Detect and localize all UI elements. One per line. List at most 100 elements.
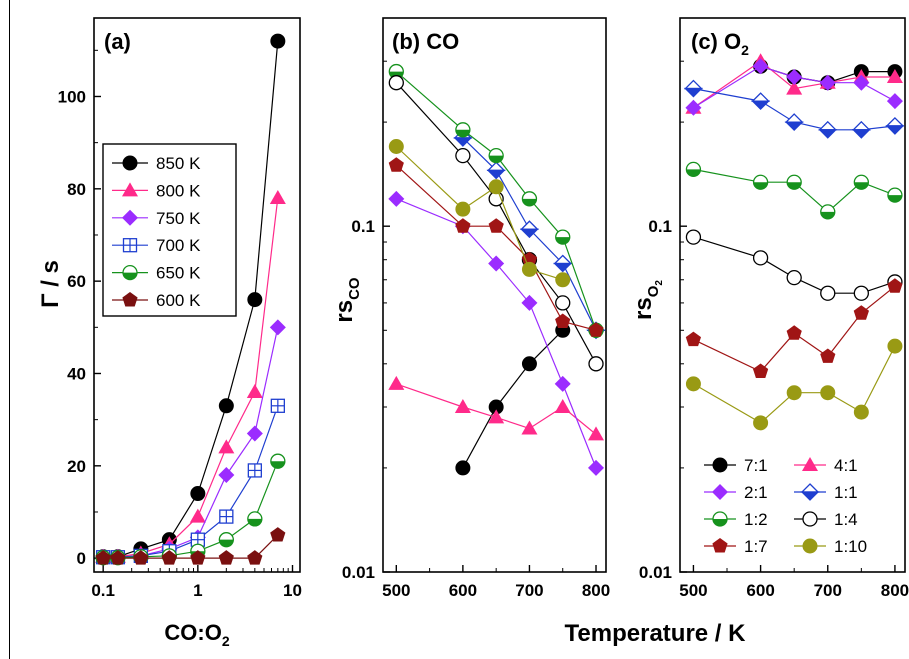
panel-b: 500 600 700 800 0.01 0.1 — [342, 17, 610, 600]
legend-entry-marker-fill — [123, 272, 138, 280]
legend-entry: 650 K — [112, 264, 201, 283]
legend-entry-label: 1:10 — [834, 537, 867, 556]
panel-c-point — [784, 113, 804, 132]
panel-b-x-tick-label: 600 — [449, 581, 477, 600]
panel-a-y-tick-label: 20 — [67, 457, 86, 476]
panel-c-x-tick-label: 800 — [881, 581, 909, 600]
panel-a-point — [110, 550, 126, 565]
panel-b-series — [455, 322, 571, 476]
panel-a-label: (a) — [104, 29, 131, 54]
panel-b-series — [388, 157, 604, 337]
panel-a-point — [190, 486, 206, 502]
panel-a-series-line — [103, 405, 279, 558]
panel-c-point — [887, 187, 903, 203]
panel-c-x-tick-label: 600 — [746, 581, 774, 600]
legend-entry-label: 2:1 — [744, 483, 768, 502]
panel-c-frame — [679, 17, 906, 573]
panel-a-y-tick-label: 60 — [67, 272, 86, 291]
legend-entry: 800 K — [112, 181, 201, 200]
panel-c-point — [886, 93, 903, 110]
panel-b-point — [454, 399, 471, 414]
panel-c-x-tick-label: 700 — [814, 581, 842, 600]
legend-entry-marker — [122, 292, 138, 307]
panel-a-series — [95, 527, 286, 565]
panel-c-point — [786, 80, 803, 95]
panel-c-point-top — [851, 120, 871, 131]
panel-b-point — [521, 261, 537, 277]
panel-b-point — [521, 191, 538, 207]
panel-c-point — [885, 116, 905, 135]
panel-b-point — [455, 218, 471, 233]
panel-b-series — [388, 375, 605, 441]
panel-c-point — [820, 285, 836, 301]
panel-c-point — [685, 376, 701, 392]
panel-a-point-fill — [270, 461, 285, 469]
panel-c-series-line — [693, 65, 896, 109]
panel-b-point — [554, 399, 571, 414]
panel-a-x-tick-label: 10 — [283, 581, 302, 600]
legend-entry-marker — [712, 484, 728, 500]
panel-a-x-tick-label: 1 — [193, 581, 202, 600]
legend-entry-marker-fill — [713, 519, 727, 526]
panel-a-point — [218, 439, 235, 454]
panel-a-point — [247, 292, 263, 308]
panel-b-point-top — [519, 220, 540, 230]
panel-a-point — [219, 509, 234, 524]
legend-entry-marker — [712, 457, 728, 473]
panel-a-point — [270, 527, 286, 542]
panel-b-point — [555, 229, 571, 245]
panel-c-y-axis-label: rsO2 — [630, 280, 665, 320]
panel-c-series — [685, 338, 903, 431]
shared-x-axis-label: Temperature / K — [565, 620, 747, 647]
panel-a-frame — [93, 17, 301, 573]
legend-entry-label: 650 K — [156, 264, 201, 283]
panel-c-series-line — [693, 345, 896, 424]
panel-c-point — [851, 120, 871, 139]
legend-entry: 1:10 — [794, 537, 867, 556]
legend-entry: 850 K — [112, 154, 201, 173]
panel-b-point — [488, 218, 504, 233]
panel-a-y-tick-label: 0 — [77, 549, 86, 568]
legend-entry-label: 850 K — [156, 154, 201, 173]
panel-b-point — [554, 375, 571, 392]
legend-entry: 1:7 — [704, 537, 768, 556]
panel-c-point — [786, 385, 802, 401]
panel-c-point — [887, 338, 903, 354]
legend-entry: 1:1 — [794, 483, 858, 502]
panel-b-series — [388, 190, 605, 476]
panel-b-point-fill — [555, 237, 570, 245]
legend-entry-label: 750 K — [156, 209, 201, 228]
panel-c-point — [853, 174, 869, 190]
panel-a-y-tick-label: 40 — [67, 364, 86, 383]
panel-a-point — [246, 383, 263, 398]
panel-a-point — [247, 550, 263, 565]
panel-c-y-tick-label: 0.01 — [639, 563, 672, 582]
panel-c-point — [685, 161, 702, 178]
panel-b-point — [488, 409, 505, 424]
legend-entry: 750 K — [112, 209, 201, 228]
legend-entry-marker — [122, 155, 138, 171]
legend-entry: 2:1 — [704, 483, 768, 502]
legend-entry-marker — [800, 483, 820, 501]
legend-entry-label: 1:7 — [744, 537, 768, 556]
panel-c-point-fill — [887, 195, 902, 203]
panel-b-point — [588, 356, 604, 372]
panel-c-point-fill — [854, 182, 869, 190]
panel-c-point — [853, 74, 870, 91]
panel-b-series-line — [395, 71, 597, 331]
legend-entry-marker — [712, 538, 728, 553]
panel-c-point — [751, 92, 771, 111]
panel-b-point — [588, 322, 604, 337]
panel-c-series — [685, 161, 903, 220]
panel-b-point — [388, 75, 404, 91]
legend-entry: 600 K — [112, 291, 201, 310]
panel-b-point — [555, 295, 571, 311]
panel-a-point — [189, 508, 206, 523]
panel-c-y-tick-label: 0.1 — [648, 217, 672, 236]
panel-c-point-bottom — [851, 129, 871, 139]
panel-c-series — [683, 79, 905, 139]
panel-c-point — [853, 404, 869, 420]
panel-c-point — [685, 99, 702, 116]
panel-c-point — [786, 325, 802, 340]
panel-a-point — [95, 550, 111, 565]
